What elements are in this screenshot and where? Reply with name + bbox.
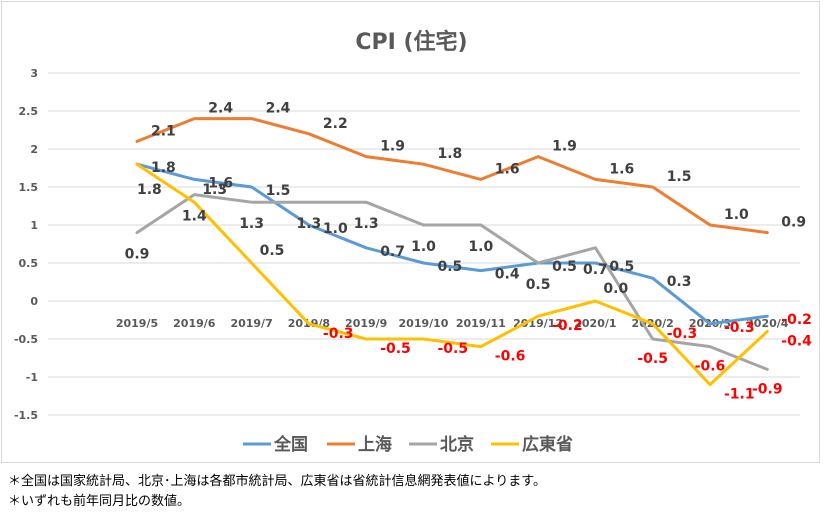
y-tick-label: -1.5 [14, 409, 38, 422]
data-label: 1.8 [151, 160, 176, 176]
y-tick-label: 2 [30, 143, 38, 156]
data-label: 0.9 [125, 247, 150, 263]
data-label: 1.5 [667, 169, 692, 185]
data-label: 2.2 [323, 116, 348, 132]
data-label: 0.3 [667, 274, 692, 290]
data-label: 1.6 [609, 161, 634, 177]
data-label: -0.3 [323, 326, 354, 342]
legend-label-1: 全国 [273, 434, 308, 455]
data-label: -0.3 [724, 320, 755, 336]
data-label: -0.5 [637, 351, 668, 367]
legend-label-4: 広東省 [522, 434, 573, 455]
series-line-3 [135, 193, 769, 371]
y-tick-label: -0.5 [14, 333, 38, 346]
data-label: -0.5 [380, 341, 411, 357]
data-label: 1.5 [266, 183, 291, 199]
data-label: 1.8 [137, 182, 162, 198]
data-label: 1.6 [208, 175, 233, 191]
data-label: -0.2 [781, 312, 812, 328]
data-label: 1.9 [552, 139, 577, 155]
y-tick-label: 2.5 [19, 105, 39, 118]
data-label: 1.0 [411, 239, 436, 255]
y-tick-label: 3 [30, 67, 38, 80]
data-label: 1.3 [354, 216, 379, 232]
legend-label-2: 上海 [358, 434, 392, 455]
x-tick-label: 2019/9 [345, 317, 387, 330]
data-label: -0.9 [752, 381, 783, 397]
footnotes: ＊全国は国家統計局、北京･上海は各都市統計局、広東省は省統計信息網発表値によりま… [8, 472, 546, 512]
data-label: 0.5 [526, 277, 551, 293]
data-label: 1.6 [495, 161, 520, 177]
data-label: 0.5 [438, 259, 463, 275]
y-tick-label: -1 [26, 371, 38, 384]
data-label: 0.7 [583, 262, 608, 278]
series-line-2 [135, 117, 769, 235]
data-label: 0.7 [380, 244, 405, 260]
data-label: 0.5 [552, 259, 577, 275]
data-label: -0.3 [667, 326, 698, 342]
data-label: 0.0 [603, 281, 628, 297]
data-label: -0.6 [695, 359, 726, 375]
data-label: -0.4 [781, 333, 812, 349]
data-label: -0.6 [495, 349, 526, 365]
data-label: 1.8 [438, 146, 463, 162]
y-tick-label: 1 [30, 219, 38, 232]
legend-label-3: 北京 [440, 434, 474, 455]
x-tick-label: 2019/11 [456, 317, 506, 330]
data-label: -0.2 [552, 318, 583, 334]
series-line-1 [135, 162, 769, 326]
data-label: 2.4 [208, 101, 233, 117]
x-tick-label: 2020/4 [746, 317, 789, 330]
y-tick-label: 0 [30, 295, 38, 308]
data-label: 1.3 [296, 216, 321, 232]
data-label: 1.4 [182, 209, 207, 225]
data-label: -0.5 [438, 341, 469, 357]
data-label: -1.1 [724, 387, 755, 403]
footnote-source: ＊全国は国家統計局、北京･上海は各都市統計局、広東省は省統計信息網発表値によりま… [8, 474, 546, 489]
data-label: 1.0 [724, 207, 749, 223]
x-tick-label: 2019/7 [230, 317, 272, 330]
data-label: 1.3 [202, 182, 227, 198]
y-tick-label: 0.5 [19, 257, 39, 270]
data-label: 0.5 [260, 243, 285, 259]
x-tick-label: 2019/6 [173, 317, 216, 330]
x-tick-label: 2019/12 [513, 317, 563, 330]
data-label: 1.3 [239, 216, 264, 232]
data-label: 1.9 [380, 139, 405, 155]
data-label: 1.0 [323, 221, 348, 237]
chart-title: CPI (住宅) [355, 30, 468, 55]
data-label: 2.4 [266, 101, 291, 117]
data-label: 0.4 [495, 267, 520, 283]
data-label: 2.1 [151, 123, 176, 139]
x-tick-label: 2020/1 [574, 317, 616, 330]
x-tick-label: 2019/10 [399, 317, 449, 330]
series-line-4 [135, 162, 769, 387]
x-tick-label: 2019/5 [116, 317, 158, 330]
footnote-basis: ＊いずれも前年同月比の数値。 [8, 494, 191, 509]
data-label: 1.0 [468, 239, 493, 255]
y-tick-label: 1.5 [19, 181, 39, 194]
data-label: 0.9 [781, 215, 806, 231]
data-label: 0.5 [609, 259, 634, 275]
